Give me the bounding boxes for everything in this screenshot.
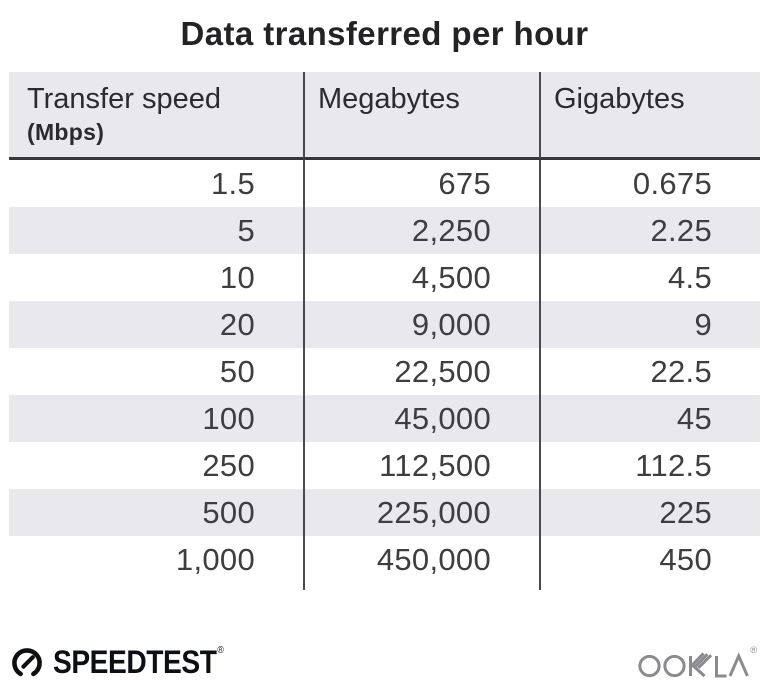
header-transfer-speed-label: Transfer speed [27,83,221,115]
cell-megabytes: 112,500 [303,442,539,489]
table-header-row: Transfer speed (Mbps) Megabytes Gigabyte… [9,72,760,160]
header-megabytes: Megabytes [303,72,539,160]
cell-speed: 10 [219,259,255,295]
speedtest-logo: SPEEDTEST® [10,644,247,685]
table-row: 20 9,000 9 [9,301,760,348]
cell-gigabytes: 45 [539,395,760,442]
cell-megabytes: 4,500 [303,254,539,301]
table-divider-overhang [9,583,760,590]
header-gigabytes-label: Gigabytes [554,83,685,115]
cell-speed: 5 [237,212,255,248]
header-transfer-speed: Transfer speed (Mbps) [9,72,303,160]
table-row: 5 2,250 2.25 [9,207,760,254]
cell-gigabytes: 0.675 [539,160,760,207]
table-row: 250 112,500 112.5 [9,442,760,489]
cell-speed: 50 [219,353,255,389]
cell-megabytes: 450,000 [303,536,539,583]
page-title: Data transferred per hour [180,15,589,52]
cell-megabytes: 675 [303,160,539,207]
cell-megabytes: 22,500 [303,348,539,395]
cell-speed: 20 [219,306,255,342]
cell-gigabytes: 450 [539,536,760,583]
speedtest-gauge-icon [10,646,44,685]
cell-speed: 250 [202,447,255,483]
ookla-wordmark-icon [637,645,750,684]
header-gigabytes: Gigabytes [539,72,760,160]
cell-megabytes: 9,000 [303,301,539,348]
table-row: 10 4,500 4.5 [9,254,760,301]
cell-megabytes: 45,000 [303,395,539,442]
header-megabytes-label: Megabytes [318,83,460,115]
table-row: 1,000 450,000 450 [9,536,760,583]
cell-speed: 1.5 [211,165,255,201]
cell-gigabytes: 2.25 [539,207,760,254]
header-transfer-speed-unit: (Mbps) [27,119,105,145]
table-row: 500 225,000 225 [9,489,760,536]
cell-gigabytes: 9 [539,301,760,348]
speedtest-wordmark: SPEEDTEST® [53,643,224,680]
ookla-logo: OOKLA ® [637,645,757,684]
cell-gigabytes: 22.5 [539,348,760,395]
table-body: 1.5 675 0.675 5 2,250 2.25 10 4,500 4.5 … [9,160,760,583]
cell-megabytes: 2,250 [303,207,539,254]
registered-mark-icon: ® [217,644,224,656]
cell-megabytes: 225,000 [303,489,539,536]
cell-gigabytes: 225 [539,489,760,536]
cell-speed: 100 [202,400,255,436]
registered-mark-icon: ® [750,644,757,655]
table-row: 1.5 675 0.675 [9,160,760,207]
cell-speed: 1,000 [175,541,255,577]
table-row: 100 45,000 45 [9,395,760,442]
cell-gigabytes: 4.5 [539,254,760,301]
cell-gigabytes: 112.5 [539,442,760,489]
table-row: 50 22,500 22.5 [9,348,760,395]
footer: SPEEDTEST® OOKLA [10,644,757,685]
cell-speed: 500 [202,494,255,530]
data-table: Transfer speed (Mbps) Megabytes Gigabyte… [9,72,760,590]
